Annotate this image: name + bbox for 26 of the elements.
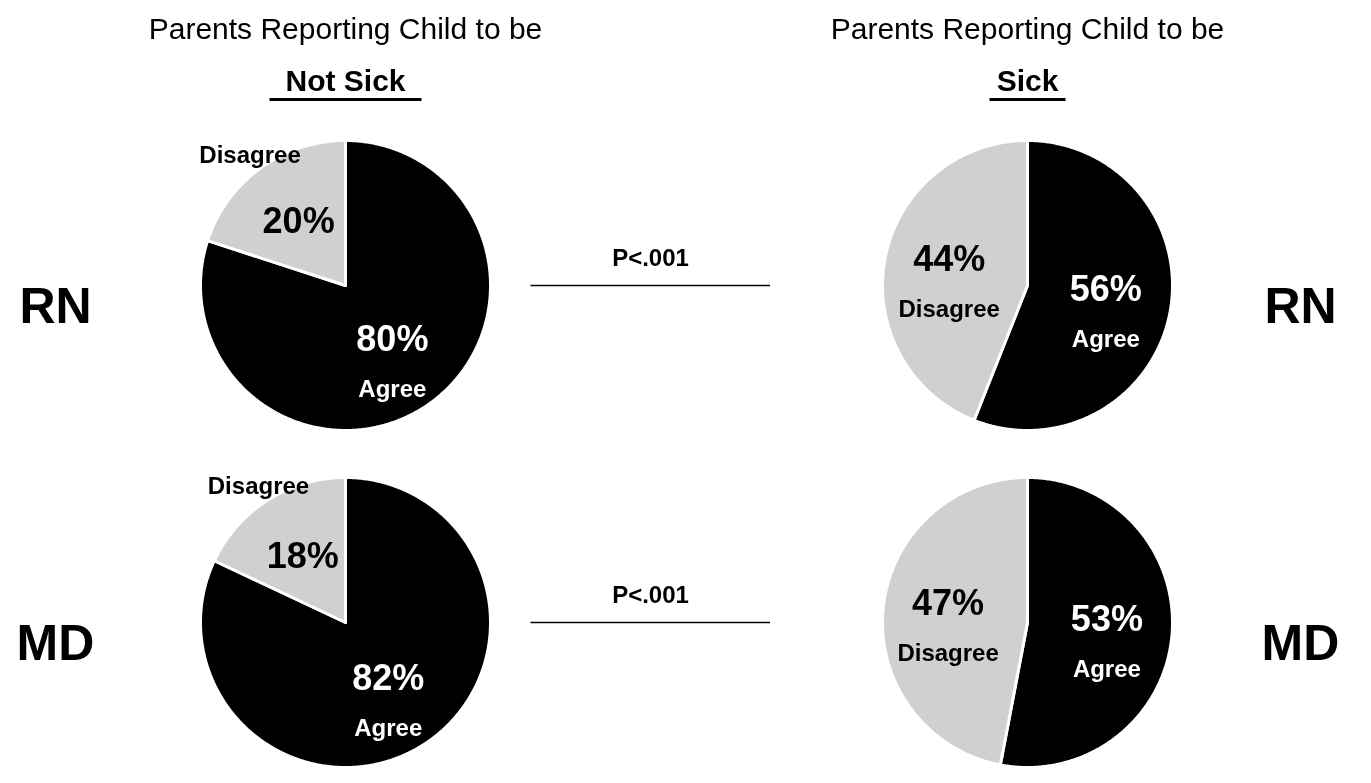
text: MD	[1261, 614, 1340, 671]
data-label: 53%	[1070, 597, 1143, 639]
data-label: 47%	[912, 582, 985, 624]
data-label: 18%	[266, 534, 339, 576]
text: P<.001	[612, 581, 689, 608]
text: MD	[16, 614, 95, 671]
slice-label: Disagree	[207, 471, 310, 499]
chart-title: Parents Reporting Child to be	[148, 12, 543, 45]
slice-label: Agree	[358, 374, 427, 402]
slice-label: Disagree	[897, 639, 999, 667]
slice-label: Disagree	[898, 295, 1000, 323]
chart-title: Parents Reporting Child to be	[830, 12, 1225, 45]
data-label: 20%	[262, 200, 335, 242]
chart-subtitle: Not Sick	[285, 64, 406, 97]
chart-subtitle: Sick	[996, 64, 1059, 97]
data-label: 80%	[356, 317, 429, 359]
data-label: 44%	[913, 238, 986, 280]
text: RN	[19, 277, 92, 334]
slice-label: Agree	[1072, 654, 1141, 682]
text: P<.001	[612, 244, 689, 271]
data-label: 56%	[1069, 267, 1142, 309]
text: RN	[1264, 277, 1337, 334]
data-label: 82%	[352, 657, 425, 699]
slice-label: Agree	[354, 714, 423, 742]
slice-label: Agree	[1071, 324, 1140, 352]
slice-label: Disagree	[199, 140, 301, 168]
